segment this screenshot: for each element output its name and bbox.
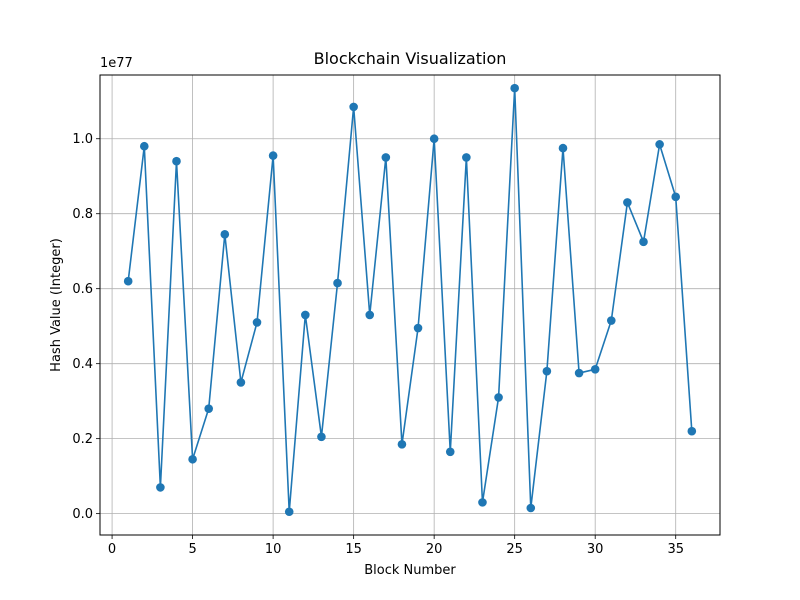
data-point <box>156 483 165 492</box>
data-point <box>574 368 584 378</box>
data-point <box>317 432 326 442</box>
x-axis-label: Block Number <box>364 563 456 578</box>
y-axis-label: Hash Value (Integer) <box>49 238 64 372</box>
data-point <box>301 310 310 320</box>
x-tick-label: 5 <box>188 542 196 557</box>
data-point <box>268 151 278 160</box>
data-point <box>252 318 262 327</box>
data-series <box>123 83 697 517</box>
x-tick-label: 0 <box>108 542 116 557</box>
data-point <box>478 498 487 507</box>
data-point <box>365 310 375 320</box>
data-point <box>671 192 681 202</box>
x-tick-label: 35 <box>667 542 684 557</box>
y-tick-label: 0.4 <box>72 357 93 372</box>
axis-ticks: 0 5 10 15 20 25 30 35 0.0 0.2 0.4 0.6 0.8 1.0 <box>72 132 684 557</box>
data-point <box>687 426 697 436</box>
data-point <box>204 404 214 413</box>
grid-lines <box>100 75 720 535</box>
y-tick-label: 0.8 <box>72 207 93 222</box>
y-axis-offset-label: 1e77 <box>100 56 133 71</box>
data-point <box>349 102 358 112</box>
data-point <box>188 454 197 464</box>
data-point <box>445 447 455 457</box>
data-point <box>494 393 503 402</box>
y-tick-label: 1.0 <box>72 132 93 147</box>
plot-frame <box>99 74 721 536</box>
data-point <box>510 83 519 93</box>
data-point <box>542 366 552 376</box>
chart-title: Blockchain Visualization <box>314 49 507 68</box>
data-point <box>526 503 536 513</box>
x-tick-label: 15 <box>345 542 362 557</box>
data-point <box>220 230 230 239</box>
data-point <box>429 134 439 144</box>
data-point <box>558 143 568 153</box>
data-point <box>284 507 294 517</box>
y-tick-label: 0.6 <box>72 282 93 297</box>
data-point <box>606 316 616 325</box>
x-tick-label: 10 <box>265 542 282 557</box>
data-point <box>462 153 471 162</box>
data-point <box>397 439 407 449</box>
data-point <box>639 237 648 247</box>
y-tick-label: 0.2 <box>72 432 93 447</box>
data-point <box>381 153 391 162</box>
data-point <box>236 378 246 387</box>
x-tick-label: 25 <box>506 542 523 557</box>
data-point <box>333 278 342 288</box>
x-tick-label: 30 <box>587 542 604 557</box>
series-line <box>127 87 693 513</box>
data-point <box>623 198 632 207</box>
data-point <box>413 323 423 333</box>
data-point <box>590 364 600 374</box>
data-point <box>139 141 149 151</box>
data-point <box>172 156 181 166</box>
data-point <box>655 140 664 149</box>
y-tick-label: 0.0 <box>72 507 93 522</box>
x-tick-label: 20 <box>426 542 443 557</box>
data-point <box>123 276 133 286</box>
